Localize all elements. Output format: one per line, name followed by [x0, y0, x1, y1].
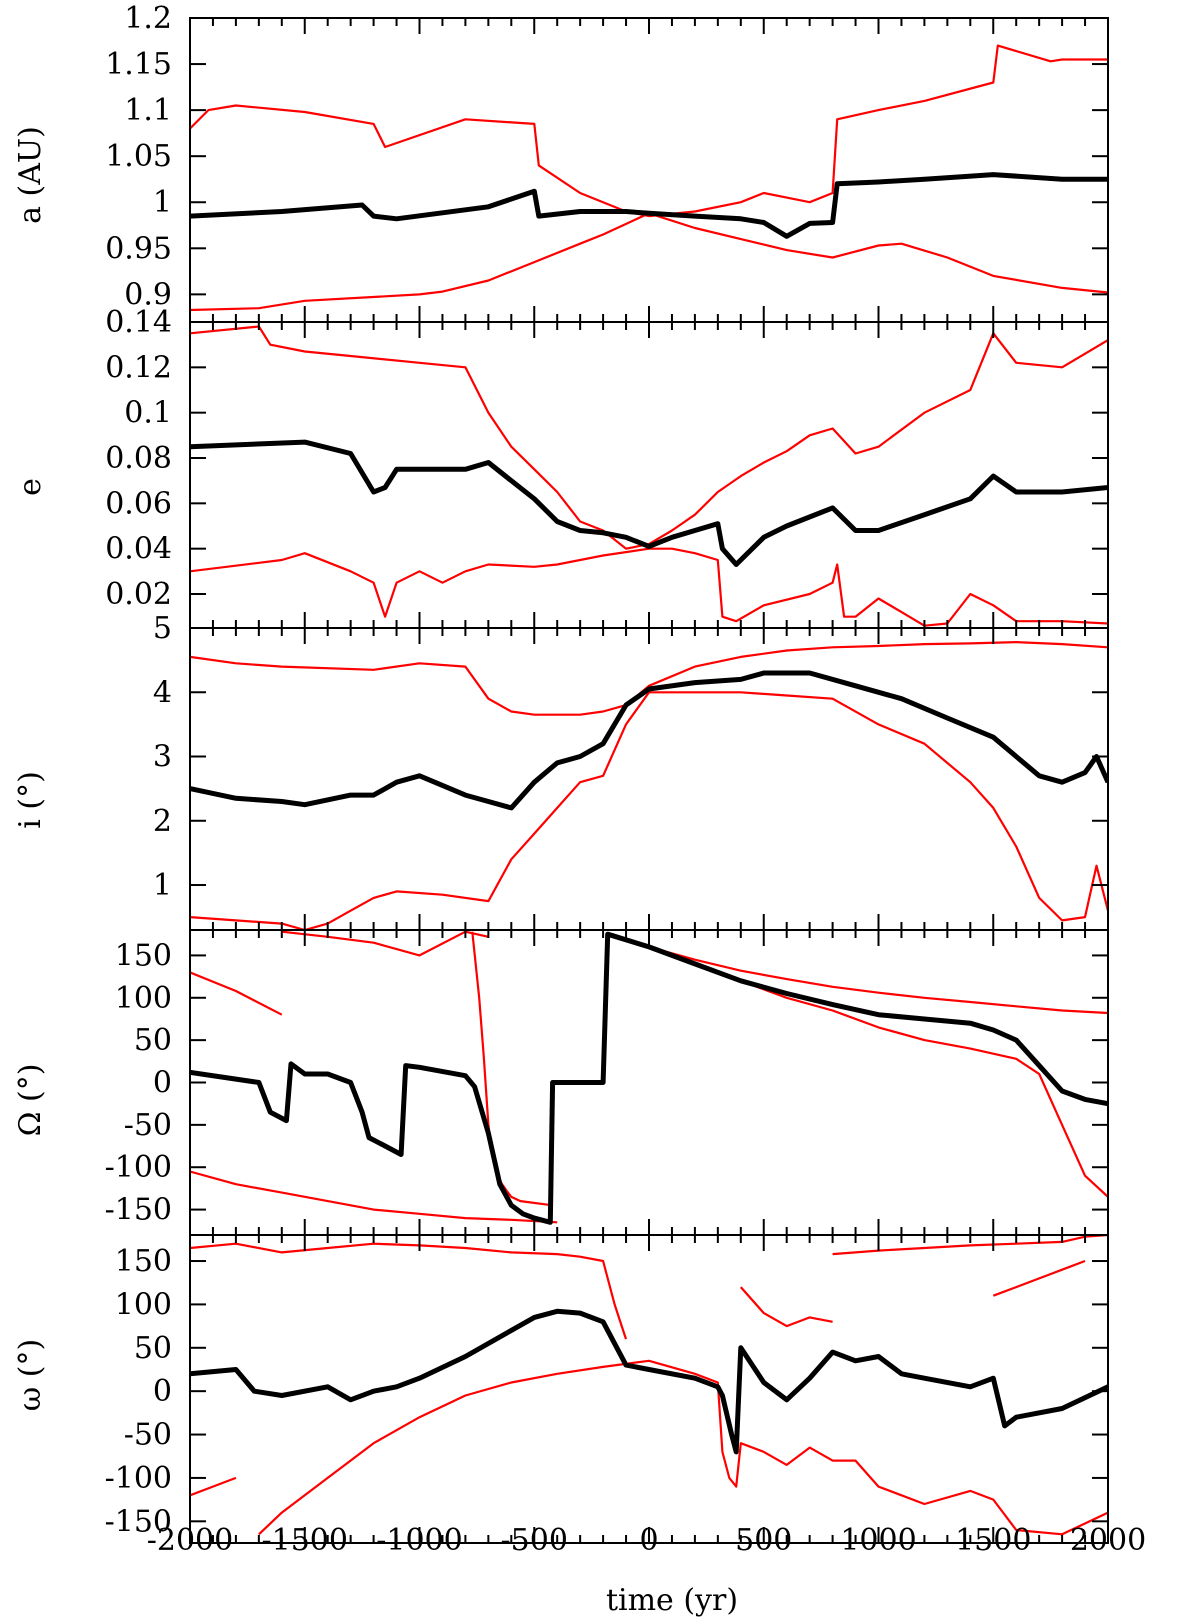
- y-axis-label-a: a (AU): [13, 126, 48, 224]
- y-tick-label-e: 0.06: [105, 486, 172, 521]
- panel-e-frame: [189, 321, 1109, 629]
- y-tick-label-Omega: 100: [115, 981, 172, 1016]
- y-tick-label-i: 4: [153, 675, 172, 710]
- series-Omega-nominal: [190, 931, 1108, 1225]
- y-tick-label-e: 0.14: [105, 305, 172, 340]
- y-tick-label-Omega: 150: [115, 938, 172, 973]
- x-tick-label: 2000: [1070, 1523, 1146, 1558]
- x-axis-label: time (yr): [606, 1583, 738, 1618]
- y-tick-label-Omega: 0: [153, 1066, 172, 1101]
- y-tick-label-e: 0.12: [105, 350, 172, 385]
- x-tick-label: -1500: [262, 1523, 348, 1558]
- series-Omega-branch-5: [190, 1170, 558, 1224]
- y-tick-label-i: 2: [153, 804, 172, 839]
- series-Omega-branch-2: [190, 971, 283, 1016]
- y-tick-label-e: 0.04: [105, 532, 172, 567]
- y-tick-label-i: 3: [153, 740, 172, 775]
- y-tick-label-i: 1: [153, 868, 172, 903]
- series-omega-branch-5: [992, 1259, 1086, 1297]
- y-tick-label-omega: 150: [115, 1244, 172, 1279]
- x-tick-label: -500: [501, 1523, 568, 1558]
- y-tick-label-e: 0.02: [105, 577, 172, 612]
- series-Omega-upper-0: [611, 933, 1108, 1015]
- series-Omega-lower-1: [611, 933, 1108, 1198]
- series-i-upper-0: [190, 641, 1108, 716]
- x-tick-label: 1500: [955, 1523, 1031, 1558]
- y-tick-label-e: 0.1: [124, 396, 172, 431]
- y-tick-label-e: 0.08: [105, 441, 172, 476]
- panel-i-frame: [189, 627, 1109, 931]
- panel-a-plot: [190, 44, 1108, 312]
- panel-a-frame: [189, 17, 1109, 323]
- series-lines: [190, 44, 1108, 1536]
- series-omega-nominal: [190, 1308, 1108, 1455]
- series-e-nominal: [190, 439, 1108, 567]
- series-omega-lower-2: [258, 1359, 1108, 1536]
- tick-marks: [189, 17, 1109, 1543]
- series-omega-branch-3: [190, 1476, 237, 1497]
- y-tick-label-a: 1: [153, 185, 172, 220]
- x-tick-label: 1000: [840, 1523, 916, 1558]
- y-tick-label-omega: 100: [115, 1287, 172, 1322]
- x-tick-label: 500: [735, 1523, 792, 1558]
- y-tick-label-a: 1.2: [124, 1, 172, 36]
- y-tick-label-omega: 0: [153, 1374, 172, 1409]
- series-a-upper-0: [190, 44, 1108, 218]
- y-tick-label-omega: -50: [124, 1418, 172, 1453]
- y-tick-label-a: 0.95: [105, 231, 172, 266]
- panel-omega-plot: [190, 1235, 1108, 1536]
- series-a-nominal: [190, 172, 1108, 239]
- x-tick-label: -2000: [147, 1523, 233, 1558]
- y-tick-label-a: 1.1: [124, 93, 172, 128]
- panel-i-plot: [190, 641, 1108, 930]
- y-tick-label-omega: -150: [105, 1504, 172, 1539]
- panel-Omega-plot: [190, 930, 1108, 1225]
- tick-labels: 0.9 0.95 1 1.05 1.1 1.15 1.2 0.02 0.04 0.06 0.08 0.…: [105, 1, 1147, 1558]
- y-tick-label-a: 0.9: [124, 277, 172, 312]
- y-tick-label-i: 5: [153, 611, 172, 646]
- y-tick-label-omega: 50: [134, 1331, 172, 1366]
- y-tick-label-Omega: -50: [124, 1108, 172, 1143]
- panel-e-plot: [190, 325, 1108, 627]
- series-a-lower-1: [190, 212, 1108, 312]
- y-tick-label-Omega: -150: [105, 1193, 172, 1228]
- y-tick-label-Omega: -100: [105, 1150, 172, 1185]
- series-Omega-branch-3: [281, 930, 489, 957]
- series-Omega-branch-4: [471, 931, 553, 1207]
- series-i-nominal: [190, 670, 1108, 811]
- y-tick-label-omega: -100: [105, 1461, 172, 1496]
- y-axis-label-i: i (°): [13, 771, 48, 829]
- panel-frames: [189, 17, 1109, 1544]
- y-axis-label-Omega: Ω (°): [13, 1064, 48, 1137]
- series-omega-branch-4: [739, 1286, 833, 1328]
- y-tick-label-a: 1.05: [105, 139, 172, 174]
- x-tick-label: 0: [639, 1523, 658, 1558]
- y-axis-label-e: e: [13, 478, 48, 496]
- y-axis-label-omega: ω (°): [13, 1339, 48, 1411]
- y-tick-label-a: 1.15: [105, 47, 172, 82]
- series-e-upper-0: [190, 325, 1108, 550]
- y-tick-label-Omega: 50: [134, 1023, 172, 1058]
- series-i-lower-1: [190, 691, 1108, 930]
- panel-Omega-frame: [189, 929, 1109, 1236]
- series-e-lower-1: [190, 547, 1108, 627]
- series-omega-upper-0: [190, 1242, 628, 1340]
- x-tick-label: -1000: [376, 1523, 462, 1558]
